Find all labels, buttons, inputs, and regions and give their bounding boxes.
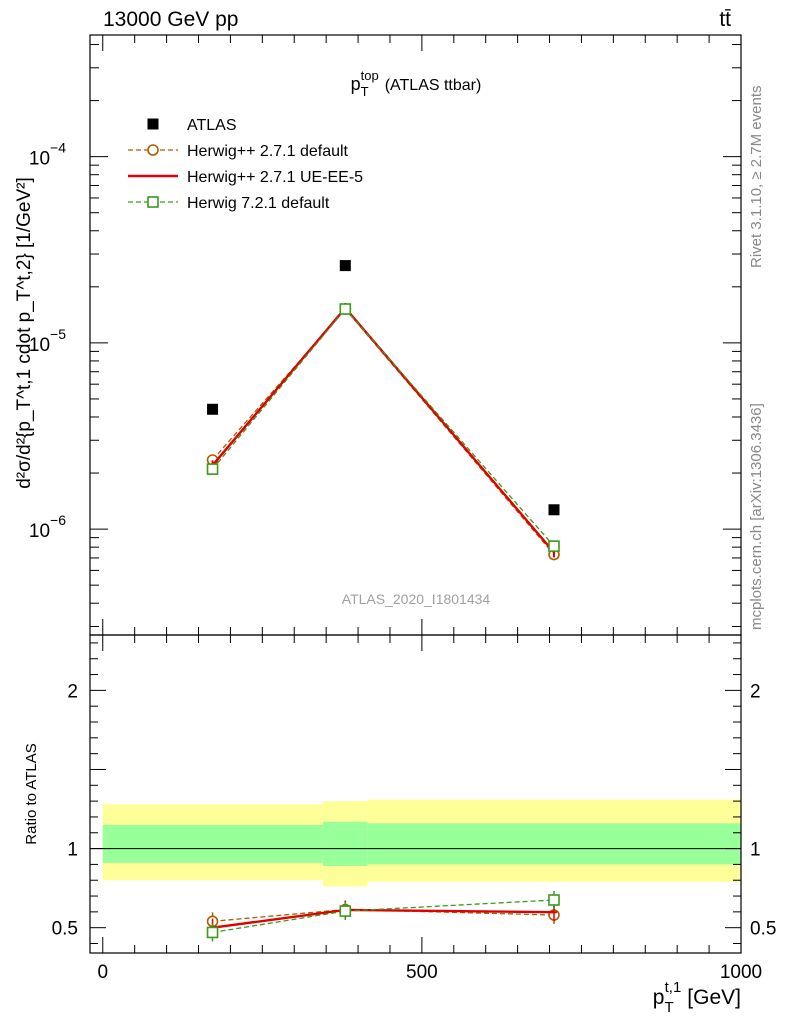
tick-exponent: −4 [50, 140, 66, 156]
main-y-tick-label: 10−6 [29, 512, 66, 542]
x-tick-label: 500 [406, 962, 438, 983]
title-p: p [351, 74, 361, 94]
x-axis-label-p: p [653, 986, 665, 1009]
main-y-tick-labels: 10−610−510−4 [29, 140, 66, 542]
mcplots-text: mcplots.cern.ch [arXiv:1306.3436] [748, 403, 765, 630]
ratio-series-herwig-2-7-1-default [206, 900, 560, 931]
legend: ATLAS Herwig++ 2.7.1 default Herwig++ 2.7.… [128, 117, 363, 212]
data-point [548, 540, 560, 552]
ratio-series-line [212, 899, 555, 934]
legend-item: Herwig 7.2.1 default [128, 195, 330, 212]
legend-marker [147, 144, 159, 156]
main-y-axis-label: d²σ/d²{p_T^t,1 cdot p_T^t,2} [1/GeV²] [14, 177, 35, 489]
rivet-version-text: Rivet 3.1.10, ≥ 2.7M events [748, 86, 765, 269]
legend-item: ATLAS [147, 117, 237, 134]
legend-label: Herwig 7.2.1 default [187, 195, 330, 212]
legend-marker [147, 118, 159, 130]
series-line [212, 308, 555, 555]
ratio-axis-ticks [90, 635, 742, 953]
data-point [339, 303, 352, 315]
series-atlas [207, 260, 560, 516]
ratio-y-axis-label: Ratio to ATLAS [23, 743, 40, 844]
x-tick-label: 1000 [720, 962, 762, 983]
data-point [207, 403, 219, 415]
legend-item: Herwig++ 2.7.1 UE-EE-5 [128, 169, 363, 186]
ratio-y-tick-label: 2 [67, 681, 78, 702]
ratio-frame [89, 634, 742, 954]
ratio-series-herwig-2-7-1-ue-ee-5 [209, 900, 557, 937]
ratio-series-line [212, 908, 555, 929]
ratio-data-point [206, 926, 219, 939]
ratio-y-tick-label: 0.5 [52, 919, 78, 940]
uncertainty-band-inner [322, 821, 368, 866]
series-line [211, 306, 555, 554]
data-point [548, 504, 560, 516]
main-panel: pTtop (ATLAS ttbar) ATLAS_2020_I1801434 d… [14, 34, 742, 636]
main-y-tick-label: 10−5 [29, 326, 66, 356]
ratio-series [206, 891, 560, 942]
data-point [339, 260, 351, 272]
main-title: pTtop (ATLAS ttbar) [351, 68, 482, 99]
title-rest: (ATLAS ttbar) [385, 77, 482, 94]
uncertainty-band-inner [102, 824, 323, 863]
series-herwig-2-7-1-ue-ee-5 [211, 302, 555, 558]
x-axis-label-sub: T [664, 999, 673, 1016]
legend-label: ATLAS [187, 117, 237, 134]
ratio-y-tick-label: 1 [67, 840, 78, 861]
x-axis-label: pTt,1 [GeV] [653, 979, 741, 1016]
ratio-y-tick-label-right: 0.5 [750, 919, 776, 940]
tick-base: 10 [29, 149, 50, 170]
legend-marker [147, 196, 159, 208]
ratio-panel: 0.5 0.5 1 1 2 2 0 500 1000 Ratio to ATLAS pTt,1… [23, 634, 777, 1016]
ratio-data-point [339, 905, 352, 917]
tick-base: 10 [29, 335, 50, 356]
tick-base: 10 [29, 521, 50, 542]
x-axis-label-sup: t,1 [665, 979, 682, 996]
main-series [206, 260, 560, 561]
header-right: tt̄ [719, 8, 731, 31]
series-line [212, 308, 555, 547]
ratio-data-point [548, 894, 560, 906]
data-point [206, 463, 219, 475]
ratio-x-tick-labels: 0 500 1000 [97, 962, 762, 983]
tick-exponent: −5 [50, 326, 66, 342]
series-herwig-7-2-1-default [206, 303, 560, 552]
x-tick-label: 0 [97, 962, 108, 983]
ratio-series-line [212, 908, 555, 923]
header-left: 13000 GeV pp [103, 8, 238, 31]
ratio-y-tick-label-right: 1 [750, 840, 761, 861]
series-herwig-2-7-1-default [206, 303, 560, 561]
ratio-y-tick-labels: 0.5 0.5 1 1 2 2 [52, 681, 777, 939]
legend-label: Herwig++ 2.7.1 UE-EE-5 [187, 169, 363, 186]
tick-exponent: −6 [50, 512, 66, 528]
main-axis-ticks [90, 35, 742, 635]
legend-item: Herwig++ 2.7.1 default [128, 143, 349, 160]
ratio-y-tick-label-right: 2 [750, 681, 761, 702]
title-sup: top [361, 68, 379, 83]
main-y-tick-label: 10−4 [29, 140, 66, 170]
uncertainty-band-inner [367, 823, 741, 865]
x-axis-label-unit: [GeV] [687, 986, 741, 1009]
watermark: ATLAS_2020_I1801434 [342, 591, 491, 607]
ratio-bands [102, 799, 741, 887]
legend-label: Herwig++ 2.7.1 default [187, 143, 349, 160]
title-sub: T [361, 84, 369, 99]
ratio-series-herwig-7-2-1-default [206, 891, 560, 942]
